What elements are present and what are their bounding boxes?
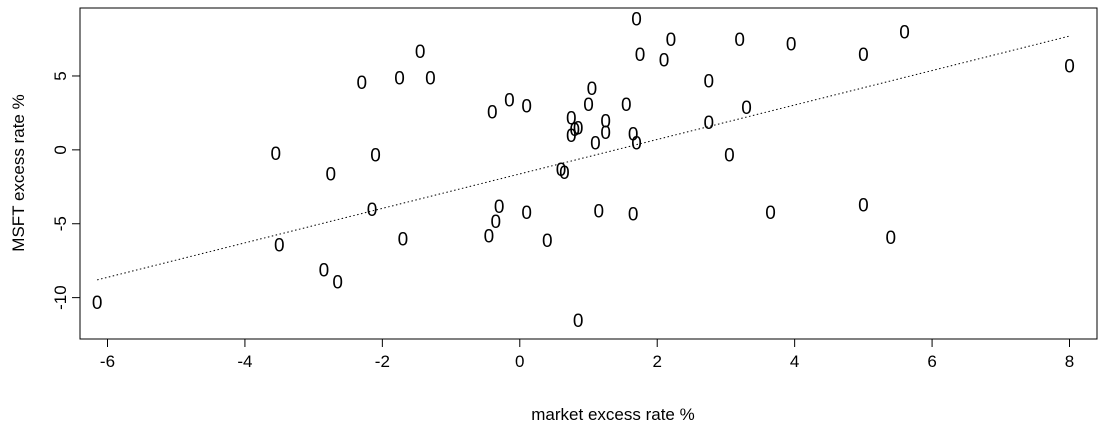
data-point: 0 — [590, 133, 601, 154]
data-point: 0 — [326, 164, 337, 185]
data-point: 0 — [899, 23, 910, 44]
x-tick-label: 4 — [790, 352, 799, 371]
data-point: 0 — [858, 45, 869, 66]
x-tick-label: -6 — [100, 352, 115, 371]
data-point: 0 — [356, 73, 367, 94]
data-point: 0 — [398, 229, 409, 250]
data-point: 0 — [734, 30, 745, 51]
data-point: 0 — [631, 9, 642, 30]
y-tick-label: -10 — [51, 285, 70, 310]
data-point: 0 — [504, 91, 515, 112]
data-point: 0 — [542, 231, 553, 252]
data-point: 0 — [628, 125, 639, 146]
data-point: 0 — [484, 227, 495, 248]
x-tick-label: -4 — [237, 352, 252, 371]
x-tick-label: 8 — [1065, 352, 1074, 371]
data-point: 0 — [583, 95, 594, 116]
data-point: 0 — [587, 79, 598, 100]
data-point: 0 — [521, 203, 532, 224]
data-point: 0 — [724, 145, 735, 166]
data-point: 0 — [271, 144, 282, 165]
y-axis: -10 -5 0 5 — [51, 71, 80, 310]
data-point: 0 — [631, 133, 642, 154]
data-point: 0 — [621, 95, 632, 116]
plot-frame — [79, 7, 1098, 340]
data-point: 0 — [573, 311, 584, 332]
data-point: 0 — [490, 212, 501, 233]
y-tick-label: -5 — [51, 216, 70, 231]
data-point: 0 — [494, 197, 505, 218]
data-point: 0 — [600, 111, 611, 132]
data-point: 0 — [556, 160, 567, 181]
data-point: 0 — [659, 51, 670, 72]
fit-line — [97, 35, 1070, 281]
data-point: 0 — [741, 98, 752, 119]
data-point: 0 — [367, 200, 378, 221]
data-point: 0 — [666, 30, 677, 51]
x-tick-label: 6 — [927, 352, 936, 371]
data-point: 0 — [858, 196, 869, 217]
data-point: 0 — [703, 113, 714, 134]
y-tick-label: 5 — [51, 71, 70, 80]
data-point: 0 — [274, 235, 285, 256]
data-point: 0 — [786, 34, 797, 55]
data-point: 0 — [559, 163, 570, 184]
x-tick-label: 2 — [652, 352, 661, 371]
data-point: 0 — [92, 293, 103, 314]
data-point: 0 — [415, 42, 426, 63]
data-point: 0 — [703, 71, 714, 92]
data-point: 0 — [886, 228, 897, 249]
data-point: 0 — [765, 203, 776, 224]
data-point: 0 — [573, 119, 584, 140]
data-point: 0 — [521, 97, 532, 118]
data-point: 0 — [594, 201, 605, 222]
data-point: 0 — [628, 204, 639, 225]
data-point: 0 — [569, 120, 580, 141]
data-point: 0 — [635, 45, 646, 66]
x-axis-label: market excess rate % — [531, 405, 694, 424]
x-axis: -6 -4 -2 0 2 4 6 8 — [100, 339, 1074, 371]
data-point: 0 — [370, 145, 381, 166]
data-point: 0 — [566, 108, 577, 129]
y-axis-label: MSFT excess rate % — [9, 94, 28, 251]
data-point: 0 — [425, 68, 436, 89]
data-point: 0 — [566, 126, 577, 147]
data-point: 0 — [487, 102, 498, 123]
data-point: 0 — [600, 123, 611, 144]
data-point: 0 — [332, 272, 343, 293]
data-point: 0 — [394, 68, 405, 89]
data-point: 0 — [319, 261, 330, 282]
x-tick-label: -2 — [375, 352, 390, 371]
x-tick-label: 0 — [515, 352, 524, 371]
fit-line-layer — [97, 35, 1070, 281]
y-tick-label: 0 — [51, 145, 70, 154]
data-point: 0 — [1064, 57, 1075, 78]
